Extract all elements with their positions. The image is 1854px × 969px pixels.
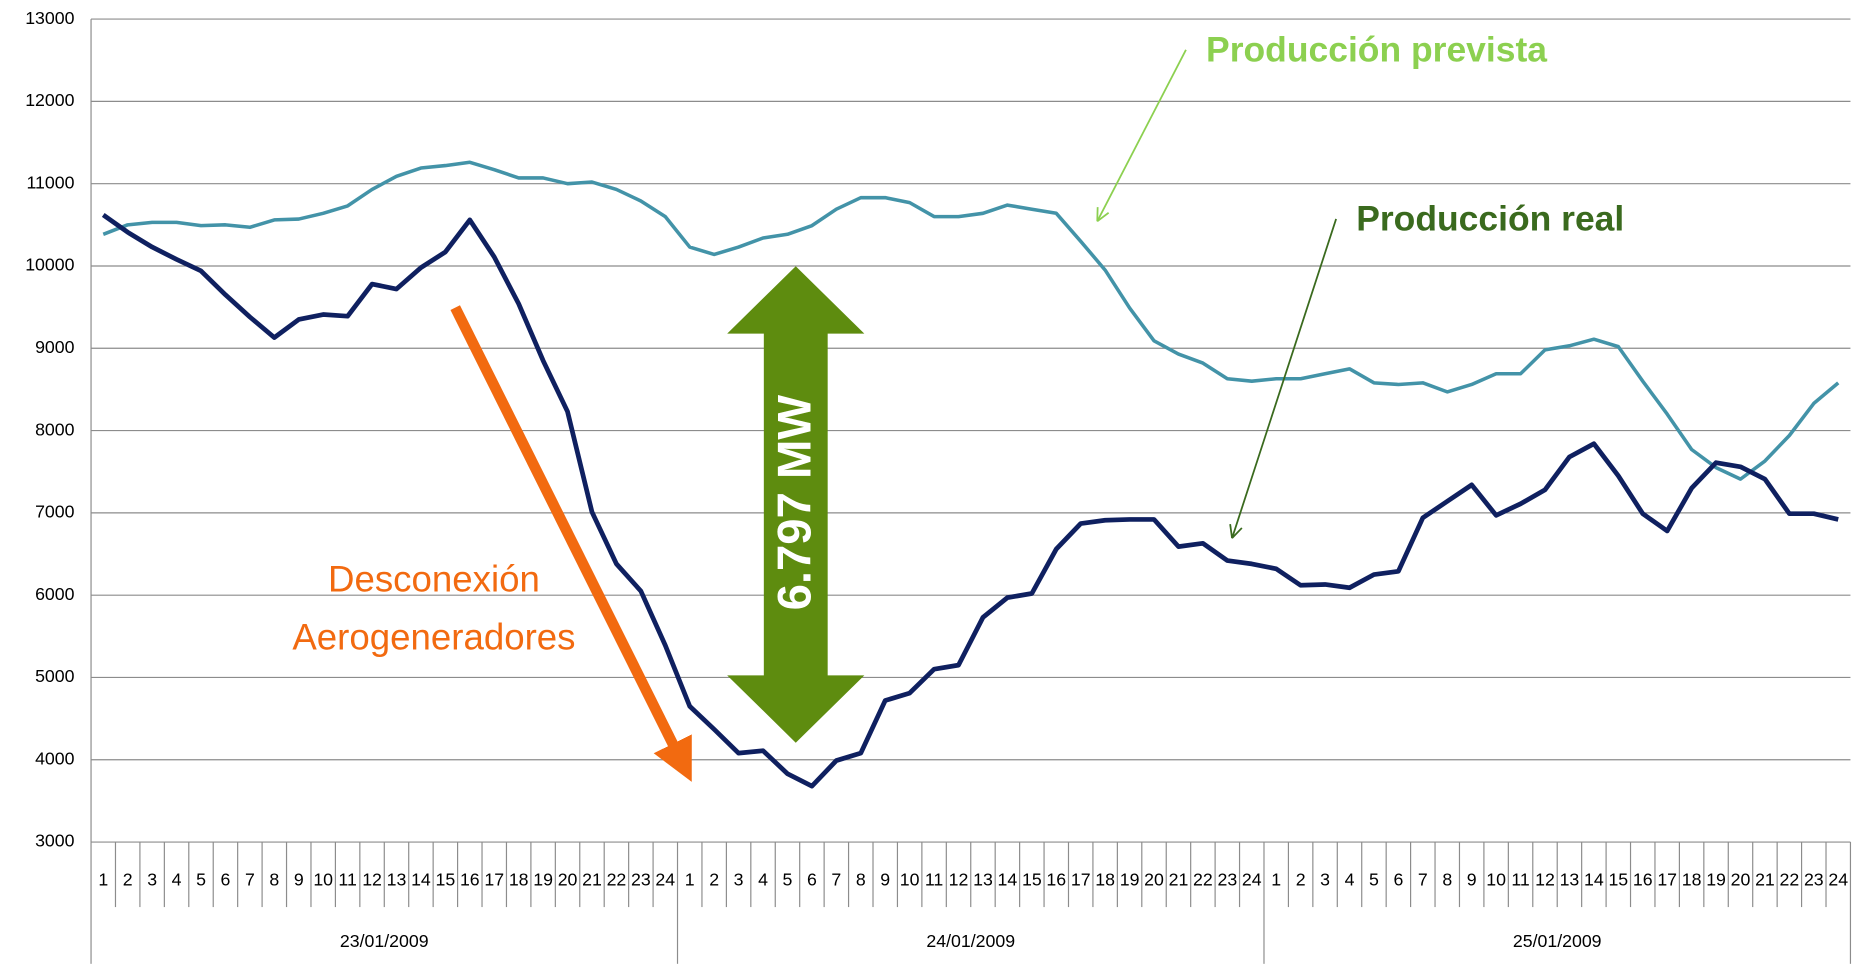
x-tick-label: 14 [998, 870, 1018, 890]
x-tick-label: 4 [758, 870, 768, 890]
series-label: Producción real [1356, 199, 1624, 239]
x-tick-label: 4 [172, 870, 182, 890]
x-tick-label: 17 [1071, 870, 1091, 890]
x-tick-label: 7 [831, 870, 841, 890]
x-tick-label: 10 [1486, 870, 1506, 890]
x-tick-label: 21 [582, 870, 602, 890]
x-tick-label: 2 [123, 870, 133, 890]
x-tick-label: 6 [221, 870, 231, 890]
x-tick-label: 15 [1022, 870, 1042, 890]
x-tick-label: 5 [1369, 870, 1379, 890]
x-tick-label: 10 [313, 870, 333, 890]
group-label: 24/01/2009 [926, 931, 1015, 951]
annotation: Aerogeneradores [292, 617, 575, 658]
x-tick-label: 12 [1535, 870, 1555, 890]
x-tick-label: 21 [1169, 870, 1189, 890]
x-tick-label: 22 [607, 870, 627, 890]
y-tick-label: 7000 [35, 502, 75, 522]
x-tick-label: 19 [533, 870, 553, 890]
x-tick-label: 8 [1442, 870, 1452, 890]
series-label: Producción prevista [1206, 30, 1547, 70]
x-tick-label: 16 [1633, 870, 1653, 890]
x-tick-label: 24 [1828, 870, 1848, 890]
x-tick-label: 23 [1217, 870, 1237, 890]
y-tick-label: 13000 [25, 8, 74, 28]
x-tick-label: 14 [411, 870, 431, 890]
y-tick-label: 12000 [25, 90, 74, 110]
annotation-arrow [455, 308, 682, 763]
x-tick-label: 5 [196, 870, 206, 890]
group-label: 23/01/2009 [340, 931, 429, 951]
x-tick-label: 16 [460, 870, 480, 890]
x-tick-label: 7 [1418, 870, 1428, 890]
x-tick-label: 23 [1804, 870, 1824, 890]
x-tick-label: 11 [338, 870, 356, 890]
series-line [103, 215, 1838, 786]
x-tick-label: 1 [98, 870, 108, 890]
x-tick-label: 18 [1682, 870, 1702, 890]
x-tick-label: 3 [734, 870, 744, 890]
x-tick-label: 12 [362, 870, 382, 890]
y-tick-label: 6000 [35, 584, 75, 604]
x-tick-label: 22 [1780, 870, 1800, 890]
x-tick-label: 20 [1731, 870, 1751, 890]
y-tick-label: 10000 [25, 255, 74, 275]
x-tick-label: 1 [685, 870, 695, 890]
x-tick-label: 2 [709, 870, 719, 890]
x-tick-label: 2 [1296, 870, 1306, 890]
x-tick-label: 3 [1320, 870, 1330, 890]
pointer-arrow-head [1230, 524, 1232, 538]
x-tick-label: 24 [1242, 870, 1262, 890]
x-tick-label: 5 [783, 870, 793, 890]
x-tick-label: 15 [436, 870, 456, 890]
x-tick-label: 12 [949, 870, 969, 890]
x-tick-label: 18 [1095, 870, 1115, 890]
x-tick-label: 3 [147, 870, 157, 890]
x-tick-label: 16 [1046, 870, 1066, 890]
x-tick-label: 18 [509, 870, 529, 890]
x-tick-label: 20 [1144, 870, 1164, 890]
pointer-arrow [1097, 50, 1186, 221]
x-tick-label: 21 [1755, 870, 1775, 890]
x-tick-label: 23 [631, 870, 651, 890]
y-tick-label: 5000 [35, 666, 75, 686]
x-tick-label: 8 [856, 870, 866, 890]
y-tick-label: 4000 [35, 748, 75, 768]
x-tick-label: 24 [655, 870, 675, 890]
x-tick-label: 13 [387, 870, 407, 890]
x-tick-label: 13 [973, 870, 993, 890]
y-tick-label: 11000 [27, 172, 75, 192]
x-tick-label: 6 [807, 870, 817, 890]
x-tick-label: 8 [269, 870, 279, 890]
x-tick-label: 9 [1467, 870, 1477, 890]
x-tick-label: 19 [1120, 870, 1140, 890]
x-tick-label: 15 [1608, 870, 1628, 890]
x-tick-label: 20 [558, 870, 578, 890]
annotation: Desconexión [328, 559, 540, 600]
x-tick-label: 11 [1511, 870, 1529, 890]
y-tick-label: 8000 [35, 419, 75, 439]
pointer-arrow [1232, 219, 1336, 538]
x-tick-label: 10 [900, 870, 920, 890]
y-tick-label: 3000 [35, 831, 75, 851]
x-tick-label: 13 [1560, 870, 1580, 890]
x-tick-label: 14 [1584, 870, 1604, 890]
y-tick-label: 9000 [35, 337, 75, 357]
x-tick-label: 9 [880, 870, 890, 890]
annotation: 6.797 MW [769, 395, 822, 611]
x-tick-label: 22 [1193, 870, 1213, 890]
x-tick-label: 7 [245, 870, 255, 890]
x-tick-label: 4 [1345, 870, 1355, 890]
group-label: 25/01/2009 [1513, 931, 1602, 951]
x-tick-label: 17 [1657, 870, 1677, 890]
x-tick-label: 19 [1706, 870, 1726, 890]
x-tick-label: 6 [1393, 870, 1403, 890]
x-tick-label: 9 [294, 870, 304, 890]
x-tick-label: 1 [1271, 870, 1281, 890]
x-tick-label: 11 [925, 870, 943, 890]
x-tick-label: 17 [484, 870, 504, 890]
